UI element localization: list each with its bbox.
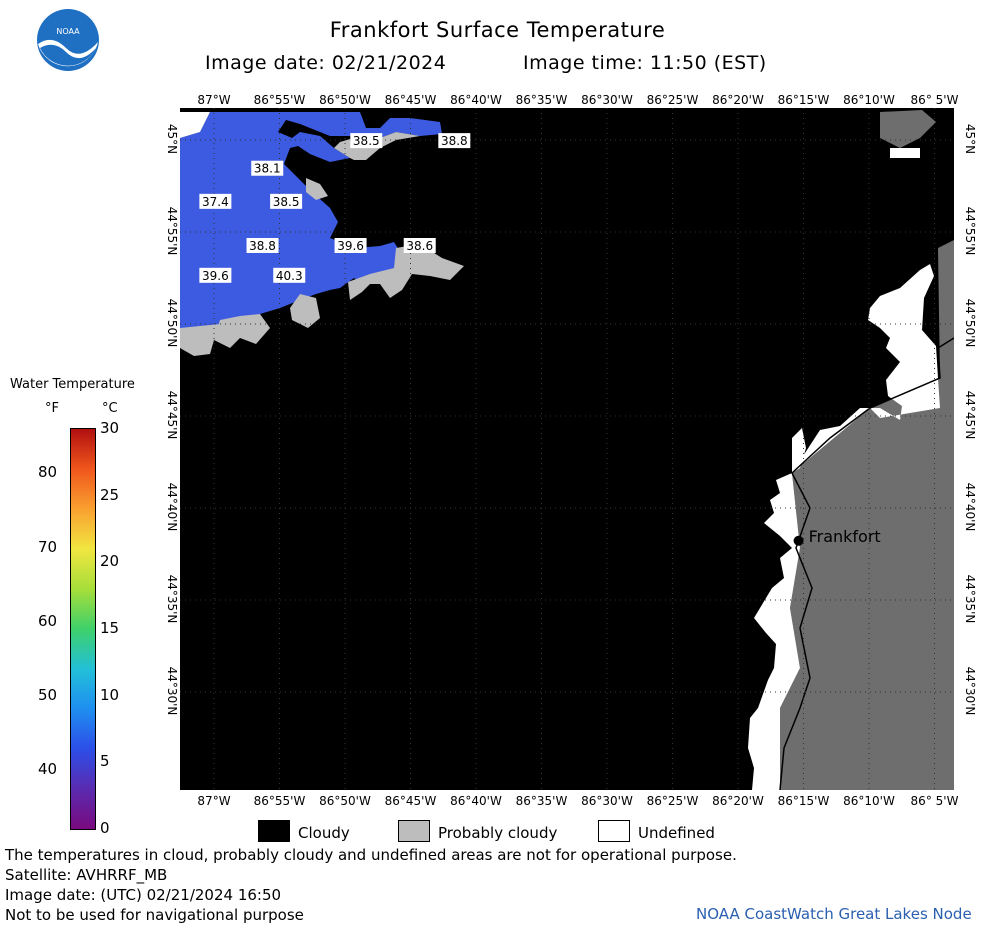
temperature-label: 38.6 bbox=[403, 238, 436, 254]
svg-text:38.8: 38.8 bbox=[249, 239, 276, 253]
longitude-tick: 86° 5'W bbox=[910, 794, 959, 808]
temperature-label: 38.1 bbox=[251, 160, 284, 176]
longitude-tick: 86°30'W bbox=[581, 794, 633, 808]
temperature-map[interactable]: 38.5 38.8 38.1 37.4 38.5 38.8 39.6 38.6 39.6 40.3 bbox=[180, 108, 954, 790]
colorbar-title: Water Temperature bbox=[10, 377, 135, 392]
temperature-label: 40.3 bbox=[273, 267, 306, 283]
longitude-tick: 86°30'W bbox=[581, 93, 633, 107]
longitude-tick: 86°40'W bbox=[450, 93, 502, 107]
longitude-tick: 86°45'W bbox=[384, 93, 437, 107]
longitude-tick: 86°50'W bbox=[319, 794, 371, 808]
longitude-tick: 86°45'W bbox=[384, 794, 437, 808]
colorbar bbox=[70, 428, 96, 830]
longitude-tick: 86°25'W bbox=[646, 93, 699, 107]
svg-text:39.6: 39.6 bbox=[337, 239, 364, 253]
svg-text:40.3: 40.3 bbox=[276, 269, 303, 283]
longitude-tick: 86° 5'W bbox=[910, 93, 959, 107]
colorbar-unit-f: °F bbox=[45, 401, 59, 416]
svg-text:38.5: 38.5 bbox=[273, 195, 300, 209]
longitude-tick: 86°35'W bbox=[515, 794, 568, 808]
image-date: Image date: 02/21/2024 bbox=[205, 52, 447, 74]
latitude-tick: 44°30'N bbox=[963, 666, 977, 716]
longitude-tick: 86°50'W bbox=[319, 93, 371, 107]
longitude-tick: 86°10'W bbox=[843, 93, 895, 107]
temperature-label: 38.8 bbox=[438, 133, 471, 149]
celsius-tick: 20 bbox=[100, 552, 120, 571]
temperature-label: 39.6 bbox=[334, 238, 367, 254]
longitude-tick: 86°55'W bbox=[253, 93, 306, 107]
longitude-tick: 86°10'W bbox=[843, 794, 895, 808]
longitude-tick: 86°20'W bbox=[712, 794, 764, 808]
temperature-label: 37.4 bbox=[199, 193, 232, 209]
latitude-tick: 44°55'N bbox=[963, 206, 977, 256]
celsius-tick: 30 bbox=[100, 419, 120, 437]
celsius-tick: 0 bbox=[100, 819, 110, 837]
colorbar-unit-c: °C bbox=[102, 401, 118, 416]
longitude-tick: 86°15'W bbox=[777, 93, 830, 107]
longitude-tick: 86°25'W bbox=[646, 794, 699, 808]
celsius-tick: 25 bbox=[100, 485, 120, 504]
temperature-label: 39.6 bbox=[199, 267, 232, 283]
svg-text:38.6: 38.6 bbox=[406, 239, 433, 253]
temperature-labels: 38.5 38.8 38.1 37.4 38.5 38.8 39.6 38.6 39.6 40.3 bbox=[199, 133, 471, 283]
latitude-tick: 44°35'N bbox=[963, 574, 977, 624]
longitude-tick: 86°35'W bbox=[515, 93, 568, 107]
latitude-tick: 44°50'N bbox=[963, 298, 977, 348]
longitude-tick: 86°15'W bbox=[777, 794, 830, 808]
latitude-tick: 44°45'N bbox=[963, 390, 977, 440]
longitude-tick: 86°20'W bbox=[712, 93, 764, 107]
celsius-tick: 15 bbox=[100, 619, 120, 637]
svg-text:38.1: 38.1 bbox=[254, 162, 281, 176]
longitude-tick: 86°40'W bbox=[450, 794, 502, 808]
longitude-tick: 86°55'W bbox=[253, 794, 306, 808]
footer-credit[interactable]: NOAA CoastWatch Great Lakes Node bbox=[696, 905, 972, 923]
temperature-label: 38.8 bbox=[246, 238, 279, 254]
noaa-logo-icon: NOAA bbox=[37, 9, 99, 71]
fahrenheit-tick: 50 bbox=[38, 685, 58, 704]
svg-text:38.8: 38.8 bbox=[441, 134, 468, 148]
svg-text:38.5: 38.5 bbox=[353, 134, 380, 148]
latitude-tick: 45°N bbox=[963, 123, 977, 155]
image-time: Image time: 11:50 (EST) bbox=[523, 52, 767, 74]
footer-disclaimer: The temperatures in cloud, probably clou… bbox=[5, 846, 737, 864]
frankfort-label[interactable]: Frankfort bbox=[808, 526, 881, 546]
footer-utc-date: Image date: (UTC) 02/21/2024 16:50 bbox=[5, 886, 282, 904]
svg-text:NOAA: NOAA bbox=[56, 27, 80, 36]
latitude-tick: 44°40'N bbox=[963, 482, 977, 532]
svg-text:39.6: 39.6 bbox=[202, 269, 229, 283]
celsius-tick: 5 bbox=[100, 752, 110, 771]
fahrenheit-tick: 80 bbox=[38, 463, 58, 482]
map-title: Frankfort Surface Temperature bbox=[329, 18, 666, 42]
footer-navigation-warning: Not to be used for navigational purpose bbox=[5, 906, 304, 924]
fahrenheit-tick: 70 bbox=[38, 537, 58, 556]
footer-satellite: Satellite: AVHRRF_MB bbox=[5, 866, 168, 884]
graticule bbox=[180, 108, 954, 790]
longitude-tick: 87°W bbox=[197, 794, 231, 808]
temperature-label: 38.5 bbox=[270, 193, 303, 209]
fahrenheit-tick: 60 bbox=[38, 611, 58, 630]
fahrenheit-tick: 40 bbox=[38, 759, 58, 778]
celsius-tick: 10 bbox=[100, 685, 120, 704]
land-area bbox=[780, 240, 954, 790]
svg-text:37.4: 37.4 bbox=[202, 195, 229, 209]
temperature-label: 38.5 bbox=[350, 133, 383, 149]
undefined-area bbox=[792, 264, 940, 473]
longitude-tick: 87°W bbox=[197, 93, 231, 107]
frankfort-marker[interactable] bbox=[793, 535, 804, 546]
